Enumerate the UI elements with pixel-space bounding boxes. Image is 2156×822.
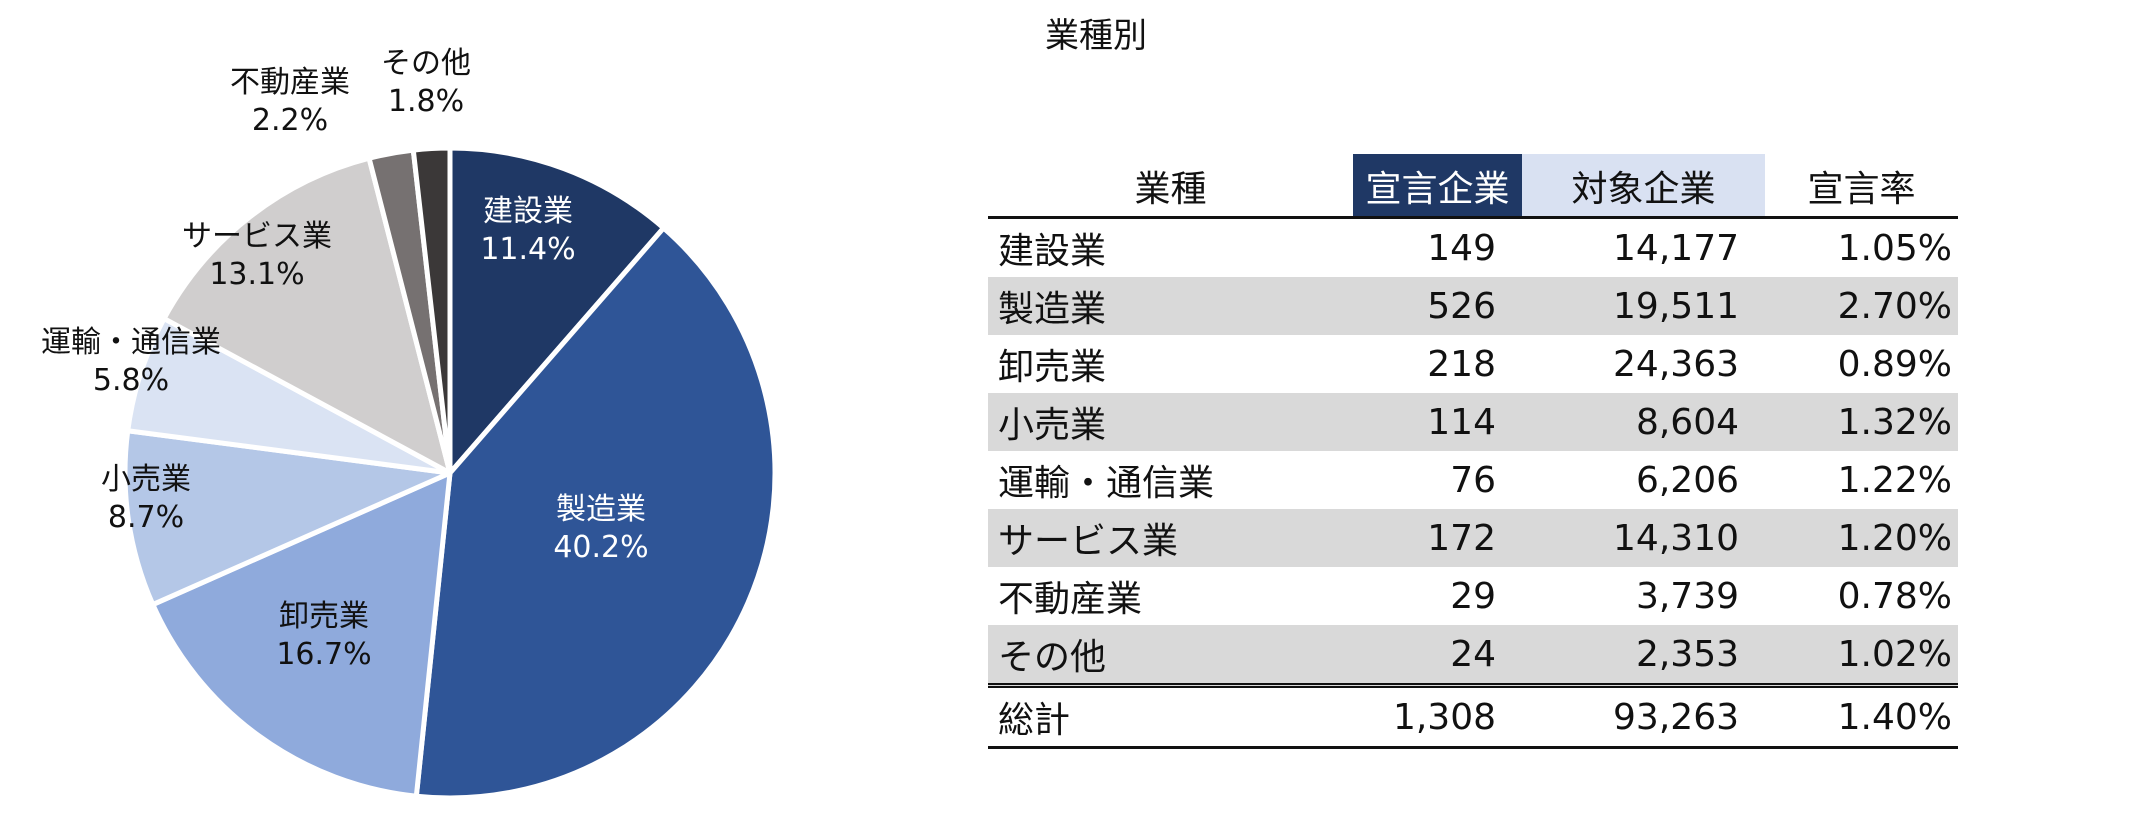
cell-rate: 1.05%: [1837, 227, 1952, 269]
header-declared-companies: 宣言企業: [1353, 154, 1522, 219]
cell-industry: 建設業: [998, 231, 1107, 272]
pie-slice: [161, 155, 453, 476]
table-row: その他 24 2,353 1.02%: [988, 625, 1958, 686]
cell-target: 2,353: [1522, 625, 1765, 686]
cell-rate: 1.02%: [1765, 625, 1958, 686]
pie-slice: [150, 470, 453, 799]
table-row: 製造業 526 19,511 2.70%: [988, 277, 1958, 335]
cell-target: 8,604: [1522, 393, 1765, 451]
cell-target: 19,511: [1522, 277, 1765, 335]
table-row: 卸売業 218 24,363 0.89%: [988, 335, 1958, 393]
cell-target: 6,206: [1635, 459, 1739, 501]
cell-industry: 製造業: [988, 277, 1353, 335]
pie-slice: [410, 145, 453, 476]
cell-declared: 526: [1353, 277, 1522, 335]
cell-target: 14,310: [1522, 509, 1765, 567]
pie-slice-category-label: その他: [381, 46, 471, 81]
pie-slice-percent-label: 13.1%: [209, 257, 304, 292]
table-header-row: 業種 宣言企業 対象企業 宣言率: [988, 154, 1958, 219]
pie-slices: [122, 145, 778, 801]
pie-slice-percent-label: 1.8%: [388, 84, 464, 119]
cell-rate: 0.89%: [1837, 343, 1952, 385]
cell-total-target: 93,263: [1522, 683, 1765, 749]
cell-declared: 218: [1427, 343, 1496, 385]
cell-industry: 小売業: [988, 393, 1353, 451]
cell-rate: 1.20%: [1765, 509, 1958, 567]
cell-declared: 76: [1450, 459, 1496, 501]
header-target-companies: 対象企業: [1522, 154, 1765, 219]
cell-target: 14,177: [1613, 227, 1739, 269]
cell-target: 24,363: [1613, 343, 1739, 385]
pie-slice-percent-label: 5.8%: [93, 363, 169, 398]
cell-rate: 1.32%: [1765, 393, 1958, 451]
table-total-row: 総計 1,308 93,263 1.40%: [988, 683, 1958, 749]
pie-slice-category-label: サービス業: [182, 219, 332, 254]
table-row: サービス業 172 14,310 1.20%: [988, 509, 1958, 567]
pie-slice: [413, 225, 778, 801]
table-row: 小売業 114 8,604 1.32%: [988, 393, 1958, 451]
table-row: 運輸・通信業 76 6,206 1.22%: [988, 451, 1958, 509]
pie-slice: [447, 145, 667, 476]
cell-declared: 29: [1450, 575, 1496, 617]
cell-industry: 不動産業: [998, 579, 1143, 620]
cell-industry: 卸売業: [998, 347, 1107, 388]
pie-slice-category-label: 建設業: [483, 194, 573, 229]
pie-slice-percent-label: 8.7%: [108, 500, 184, 535]
page-title: 業種別: [1045, 16, 1147, 56]
table-row: 不動産業 29 3,739 0.78%: [988, 567, 1958, 625]
pie-slice-category-label: 小売業: [101, 462, 191, 497]
cell-rate: 2.70%: [1765, 277, 1958, 335]
cell-declared: 149: [1427, 227, 1496, 269]
cell-total-declared: 1,308: [1353, 683, 1522, 749]
cell-total-label: 総計: [988, 683, 1353, 749]
pie-slice-percent-label: 2.2%: [252, 103, 328, 138]
cell-rate: 0.78%: [1837, 575, 1952, 617]
cell-declared: 172: [1353, 509, 1522, 567]
pie-slice: [122, 428, 453, 608]
cell-industry: 運輸・通信業: [998, 463, 1215, 504]
pie-slice-percent-label: 16.7%: [276, 637, 371, 672]
pie-slice-category-label: 不動産業: [230, 65, 350, 100]
header-industry: 業種: [988, 154, 1353, 219]
cell-industry: その他: [988, 625, 1353, 686]
pie-slice-category-label: 運輸・通信業: [41, 325, 221, 360]
cell-declared: 114: [1353, 393, 1522, 451]
pie-slice-percent-label: 11.4%: [480, 232, 575, 267]
pie-slice-category-label: 卸売業: [279, 599, 369, 634]
header-declaration-rate: 宣言率: [1765, 154, 1958, 219]
pie-slice-percent-label: 40.2%: [553, 530, 648, 565]
cell-declared: 24: [1353, 625, 1522, 686]
cell-industry: サービス業: [988, 509, 1353, 567]
pie-slice-category-label: 製造業: [556, 492, 646, 527]
cell-target: 3,739: [1635, 575, 1739, 617]
industry-stats-table: 業種 宣言企業 対象企業 宣言率 建設業 149 14,177 1.05% 製造…: [988, 154, 1958, 749]
table-row: 建設業 149 14,177 1.05%: [988, 218, 1958, 278]
cell-total-rate: 1.40%: [1765, 683, 1958, 749]
cell-rate: 1.22%: [1837, 459, 1952, 501]
